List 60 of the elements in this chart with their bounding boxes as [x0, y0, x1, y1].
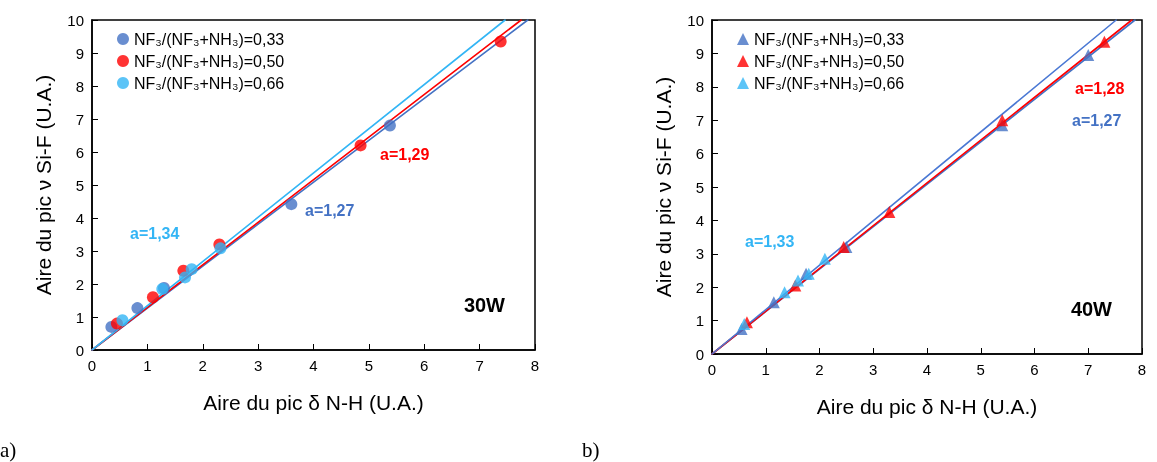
annotation: a=1,29: [380, 145, 430, 163]
legend-label: NF₃/(NF₃+NH₃)=0,50: [754, 52, 905, 70]
y-tick-label: 10: [67, 11, 84, 29]
y-tick-label: 8: [695, 78, 704, 96]
x-tick-label: 8: [1137, 361, 1147, 378]
legend-label: NF₃/(NF₃+NH₃)=0,66: [754, 74, 905, 92]
x-tick-label: 0: [707, 361, 717, 378]
x-tick-label: 5: [364, 357, 374, 374]
annotation: a=1,33: [745, 232, 795, 250]
x-tick-label: 1: [143, 357, 152, 374]
x-axis-title: Aire du pic δ N-H (U.A.): [816, 395, 1038, 418]
y-tick-label: 2: [695, 278, 704, 296]
x-axis-title: Aire du pic δ N-H (U.A.): [203, 391, 424, 414]
x-tick-label: 6: [1030, 361, 1039, 378]
y-tick-label: 0: [695, 345, 704, 363]
x-tick-label: 4: [309, 357, 318, 374]
x-tick-label: 1: [761, 361, 770, 378]
x-tick-label: 3: [869, 361, 878, 378]
annotation: a=1,27: [305, 201, 355, 219]
text: b): [582, 437, 600, 462]
y-tick-label: 2: [75, 275, 84, 293]
legend-label: NF₃/(NF₃+NH₃)=0,33: [134, 30, 285, 48]
y-tick-label: 9: [695, 44, 704, 62]
x-tick-label: 7: [1084, 361, 1093, 378]
y-tick-label: 6: [75, 143, 84, 161]
x-tick-label: 7: [475, 357, 484, 374]
annotation: 30W: [463, 294, 506, 316]
y-tick-label: 6: [695, 145, 704, 163]
annotation: 40W: [1070, 298, 1113, 320]
y-tick-label: 8: [75, 77, 84, 95]
legend-label: NF₃/(NF₃+NH₃)=0,33: [754, 30, 905, 48]
annotation: a=1,28: [1075, 79, 1125, 97]
x-tick-label: 3: [253, 357, 263, 374]
y-tick-label: 4: [75, 209, 84, 227]
x-tick-label: 5: [976, 361, 985, 378]
annotation: a=1,34: [130, 224, 180, 242]
y-tick-label: 3: [75, 242, 84, 260]
annotation: a=1,27: [1072, 111, 1122, 129]
y-tick-label: 9: [75, 44, 84, 62]
y-tick-label: 5: [695, 178, 704, 196]
x-tick-label: 8: [530, 357, 540, 374]
y-tick-label: 3: [695, 245, 704, 263]
y-tick-label: 10: [687, 11, 704, 29]
x-tick-label: 6: [420, 357, 429, 374]
y-tick-label: 7: [75, 110, 84, 128]
x-tick-label: 4: [922, 361, 932, 378]
legend-label: NF₃/(NF₃+NH₃)=0,66: [134, 74, 285, 92]
y-tick-label: 1: [695, 312, 704, 330]
y-tick-label: 0: [75, 341, 84, 359]
legend-label: NF₃/(NF₃+NH₃)=0,50: [134, 52, 285, 70]
y-axis-title: Aire du pic ν Si-F (U.A.): [32, 74, 55, 296]
y-tick-label: 4: [695, 211, 704, 229]
x-tick-label: 0: [87, 357, 97, 374]
text: a): [0, 437, 17, 462]
x-tick-label: 2: [198, 357, 207, 374]
y-axis-title: Aire du pic ν Si-F (U.A.): [652, 76, 675, 298]
y-tick-label: 1: [75, 308, 84, 326]
y-tick-label: 5: [75, 176, 84, 194]
x-tick-label: 2: [815, 361, 824, 378]
y-tick-label: 7: [695, 111, 704, 129]
